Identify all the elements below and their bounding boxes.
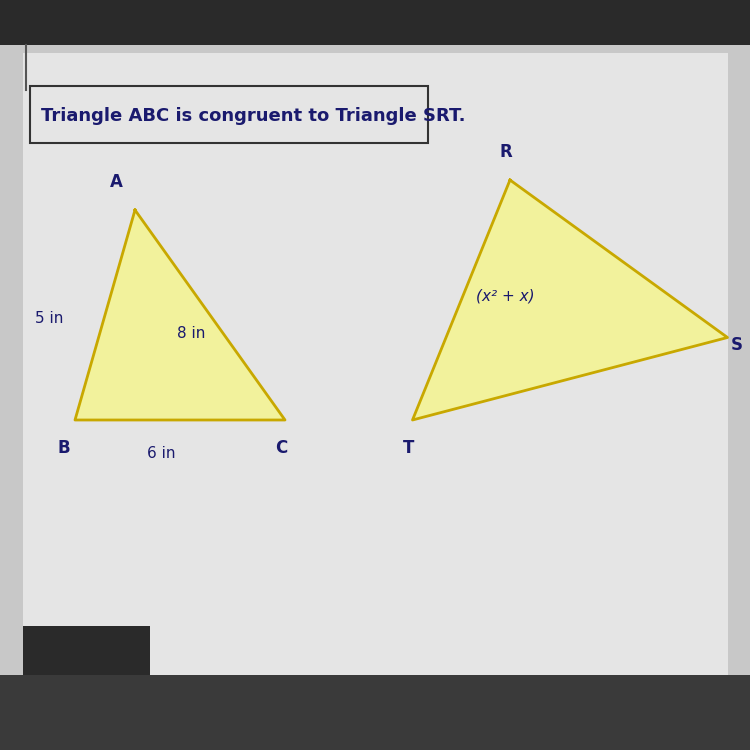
Text: (x² + x): (x² + x) <box>476 289 535 304</box>
FancyBboxPatch shape <box>0 0 750 45</box>
FancyBboxPatch shape <box>22 626 150 675</box>
Text: A: A <box>110 173 123 191</box>
Text: 8 in: 8 in <box>177 326 206 341</box>
Text: S: S <box>731 336 743 354</box>
Text: T: T <box>403 439 415 457</box>
Text: R: R <box>500 143 513 161</box>
Text: Triangle ABC is congruent to Triangle SRT.: Triangle ABC is congruent to Triangle SR… <box>41 107 466 125</box>
Text: 6 in: 6 in <box>147 446 176 461</box>
Text: 5 in: 5 in <box>35 311 64 326</box>
Polygon shape <box>413 180 728 420</box>
FancyBboxPatch shape <box>0 22 750 698</box>
Text: C: C <box>275 439 287 457</box>
FancyBboxPatch shape <box>30 86 427 142</box>
FancyBboxPatch shape <box>22 53 728 675</box>
Text: B: B <box>58 439 70 457</box>
Polygon shape <box>75 210 285 420</box>
FancyBboxPatch shape <box>0 675 750 750</box>
